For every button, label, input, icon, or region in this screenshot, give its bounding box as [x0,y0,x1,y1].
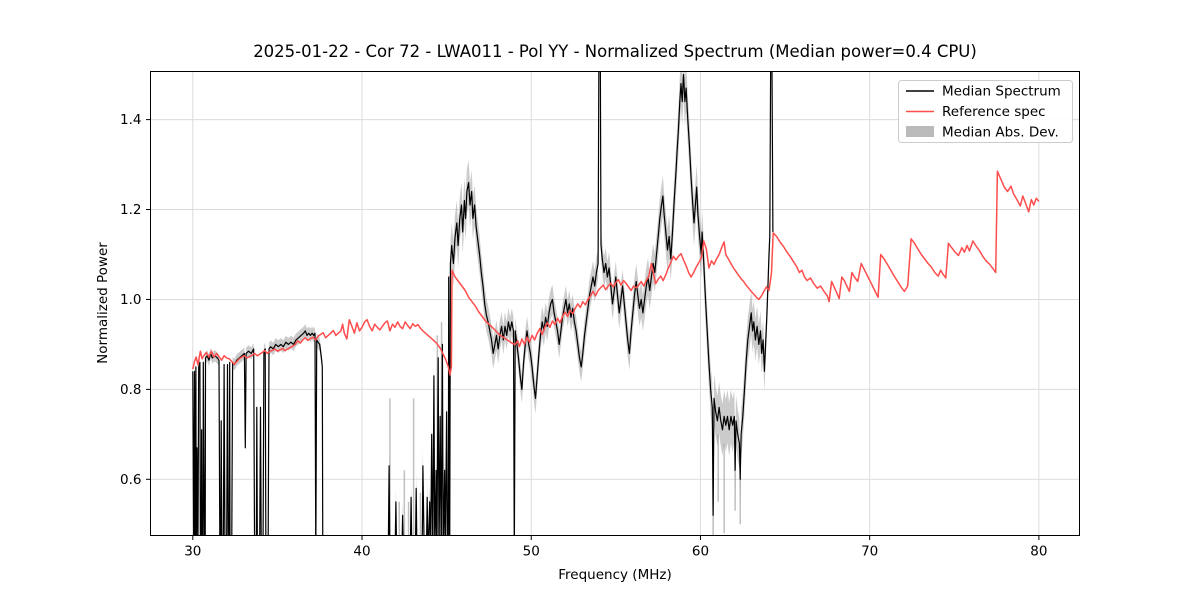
chart-title: 2025-01-22 - Cor 72 - LWA011 - Pol YY - … [253,42,977,61]
legend-label-mad: Median Abs. Dev. [942,125,1059,141]
reference-spec-line [192,170,1040,376]
y-tick-label: 0.8 [120,382,141,398]
median-spectrum-line [192,71,774,536]
legend-box [898,80,1073,143]
x-axis: 30 40 50 60 70 80 [184,535,1047,560]
y-tick-label: 0.6 [120,472,141,488]
legend-swatch-mad-patch [906,126,934,137]
y-axis-label: Normalized Power [95,242,111,364]
y-tick-label: 1.4 [120,112,141,128]
x-axis-label: Frequency (MHz) [558,567,671,583]
mad-band [192,71,773,536]
x-tick-label: 50 [523,544,540,560]
legend-label-median: Median Spectrum [942,84,1061,100]
y-axis: 0.6 0.8 1.0 1.2 1.4 [120,112,151,488]
x-tick-label: 30 [184,544,201,560]
series-lines [192,71,1040,536]
y-tick-label: 1.0 [120,292,141,308]
x-tick-label: 80 [1030,544,1047,560]
x-tick-label: 40 [353,544,370,560]
grid-lines [150,71,1080,536]
mad-band-area [192,71,773,536]
x-tick-label: 60 [692,544,709,560]
legend-label-reference: Reference spec [942,104,1046,120]
plot-border [150,71,1080,536]
y-tick-label: 1.2 [120,202,141,218]
x-tick-label: 70 [861,544,878,560]
legend: Median Spectrum Reference spec Median Ab… [898,80,1073,143]
